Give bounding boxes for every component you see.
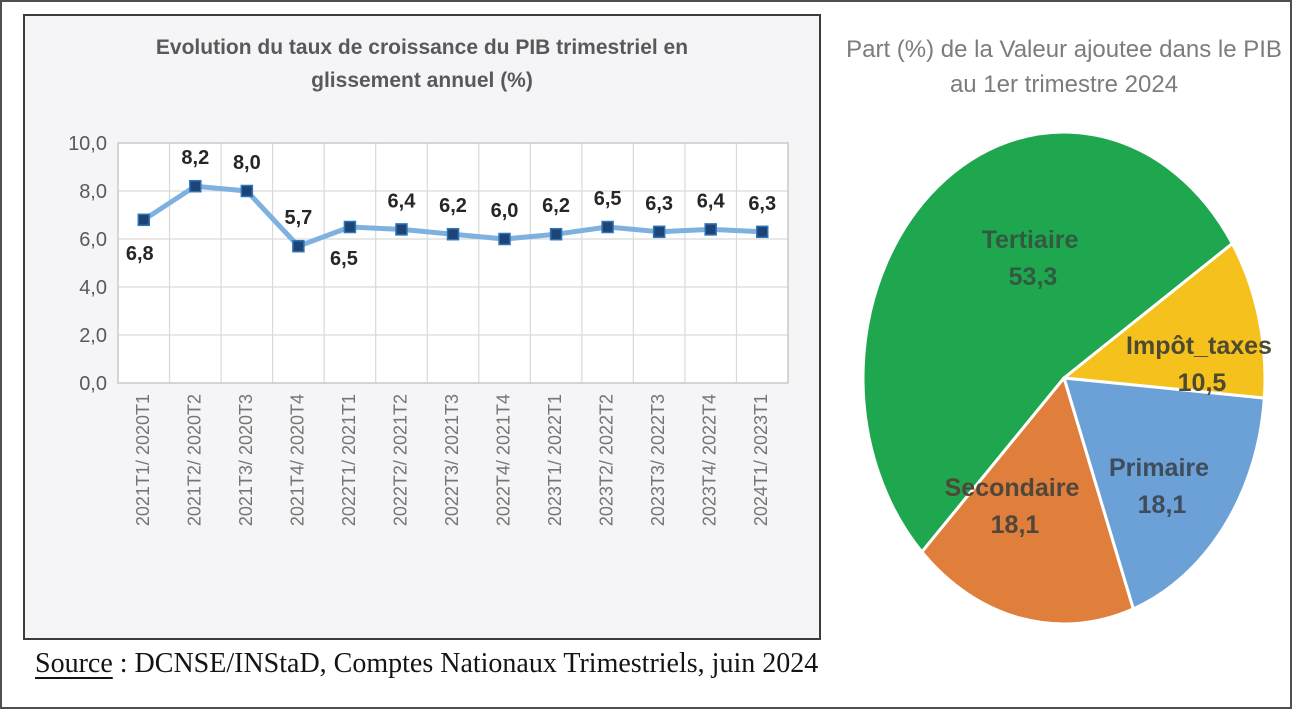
x-tick-label: 2023T1/ 2022T1 — [545, 394, 565, 526]
line-chart-title: Evolution du taux de croissance du PIB t… — [155, 36, 689, 92]
x-tick-label: 2021T1/ 2020T1 — [133, 394, 153, 526]
y-tick-label: 0,0 — [79, 373, 107, 395]
x-tick-label: 2021T2/ 2020T2 — [184, 394, 204, 526]
data-point-marker — [446, 227, 460, 241]
pie-slice-value-label: 10,5 — [1178, 369, 1227, 397]
x-tick-label: 2024T1/ 2023T1 — [751, 394, 771, 526]
x-tick-label: 2021T4/ 2020T4 — [287, 394, 307, 526]
pie-chart-title: Part (%) de la Valeur ajoutee dans le PI… — [846, 36, 1282, 98]
pie-slice-name-label: Primaire — [1109, 454, 1209, 482]
data-point-marker — [292, 239, 305, 253]
data-point-marker — [343, 220, 357, 234]
x-tick-label: 2022T2/ 2021T2 — [390, 394, 410, 526]
y-tick-label: 6,0 — [79, 229, 107, 251]
x-tick-label: 2022T4/ 2021T4 — [494, 394, 514, 526]
y-tick-label: 4,0 — [79, 277, 107, 299]
data-point-label: 6,2 — [439, 195, 467, 217]
x-tick-label: 2023T3/ 2022T3 — [648, 394, 668, 526]
data-point-marker — [601, 220, 614, 234]
data-point-label: 6,3 — [748, 193, 776, 215]
line-chart: 0,0 2,0 4,0 6,0 8,0 10,0 2021T1/ 2020T1 2021T2/… — [68, 133, 789, 526]
pie-slice-secondaire — [920, 376, 1135, 626]
pie-slice-imp-t-taxes — [1062, 242, 1267, 400]
data-point-marker — [137, 213, 151, 227]
data-point-label: 6,5 — [330, 248, 358, 270]
source-line: Source : DCNSE/INStaD, Comptes Nationaux… — [35, 648, 818, 680]
data-point-marker — [240, 184, 254, 198]
pie-slice-value-label: 18,1 — [1138, 491, 1187, 519]
plot-area — [118, 143, 788, 383]
pie-slice-name-label: Impôt_taxes — [1126, 332, 1272, 360]
data-point-label: 8,2 — [181, 147, 209, 169]
line-chart-panel: Evolution du taux de croissance du PIB t… — [23, 14, 821, 640]
data-point-label: 5,7 — [284, 207, 312, 229]
data-point-label: 8,0 — [233, 152, 261, 174]
pie-chart: Tertiaire 53,3 Impôt_taxes 10,5 Primaire 18,1… — [861, 130, 1272, 626]
y-tick-label: 8,0 — [79, 181, 107, 203]
pie-slice-tertiaire — [861, 130, 1234, 554]
pie-slice-value-label: 53,3 — [1009, 263, 1058, 291]
data-point-label: 6,0 — [491, 200, 519, 222]
data-point-marker — [652, 225, 666, 239]
x-tick-label: 2022T1/ 2021T1 — [339, 394, 359, 526]
data-point-label: 6,8 — [126, 243, 154, 265]
data-point-marker — [189, 179, 202, 193]
data-point-marker — [549, 227, 563, 241]
data-point-label: 6,2 — [542, 195, 570, 217]
x-tick-label: 2023T2/ 2022T2 — [597, 394, 617, 526]
source-text: : DCNSE/INStaD, Comptes Nationaux Trimes… — [112, 648, 819, 679]
pie-slice-name-label: Tertiaire — [982, 226, 1079, 254]
data-point-marker — [498, 232, 511, 246]
data-point-label: 6,4 — [388, 190, 417, 212]
data-point-marker — [704, 223, 717, 236]
source-label: Source — [35, 648, 113, 679]
x-tick-label: 2022T3/ 2021T3 — [442, 394, 462, 526]
data-point-marker — [755, 225, 769, 239]
data-point-label: 6,4 — [697, 190, 726, 212]
x-tick-label: 2023T4/ 2022T4 — [700, 394, 720, 526]
plot-border — [117, 142, 789, 384]
data-point-label: 6,5 — [594, 188, 622, 210]
pie-slice-primaire — [1062, 376, 1266, 611]
y-tick-label: 2,0 — [79, 325, 107, 347]
data-point-label: 6,3 — [645, 193, 673, 215]
pie-slice-name-label: Secondaire — [945, 474, 1080, 502]
x-tick-label: 2021T3/ 2020T3 — [236, 394, 256, 526]
data-point-marker — [395, 223, 408, 236]
pie-slice-value-label: 18,1 — [991, 511, 1040, 539]
y-tick-label: 10,0 — [68, 133, 107, 155]
